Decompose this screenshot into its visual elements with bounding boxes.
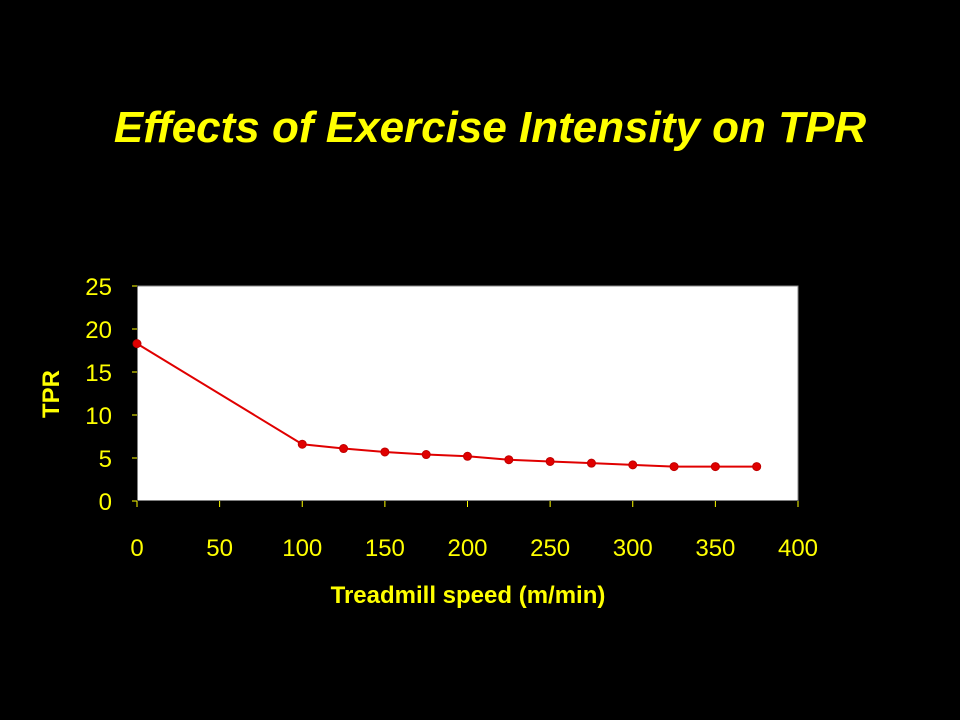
data-point: [132, 339, 142, 349]
data-point: [545, 456, 555, 466]
x-tick-label: 150: [365, 535, 405, 562]
data-point: [752, 462, 762, 472]
x-tick-label: 50: [206, 535, 233, 562]
x-tick-label: 350: [695, 535, 735, 562]
x-axis-label: Treadmill speed (m/min): [331, 582, 606, 609]
plot-area: [136, 285, 799, 502]
y-tick-label: 0: [99, 489, 112, 516]
x-tick-label: 300: [613, 535, 653, 562]
y-tick-label: 15: [85, 360, 112, 387]
slide-title: Effects of Exercise Intensity on TPR: [113, 103, 867, 152]
x-tick-label: 200: [447, 535, 487, 562]
data-point: [628, 460, 638, 470]
y-tick-label: 10: [85, 403, 112, 430]
y-axis-label: TPR: [38, 370, 65, 418]
data-point: [586, 458, 596, 468]
data-point: [339, 444, 349, 454]
data-point: [504, 455, 514, 465]
x-tick-label: 400: [778, 535, 818, 562]
x-tick-label: 100: [282, 535, 322, 562]
y-tick-label: 25: [85, 274, 112, 301]
series-layer: [132, 339, 762, 472]
data-point: [380, 447, 390, 457]
x-tick-label: 0: [130, 535, 143, 562]
y-tick-label: 5: [99, 446, 112, 473]
data-point: [421, 450, 431, 460]
data-point: [669, 462, 679, 472]
data-point: [710, 462, 720, 472]
x-tick-label: 250: [530, 535, 570, 562]
y-tick-label: 20: [85, 317, 112, 344]
data-point: [297, 439, 307, 449]
data-point: [463, 451, 472, 461]
